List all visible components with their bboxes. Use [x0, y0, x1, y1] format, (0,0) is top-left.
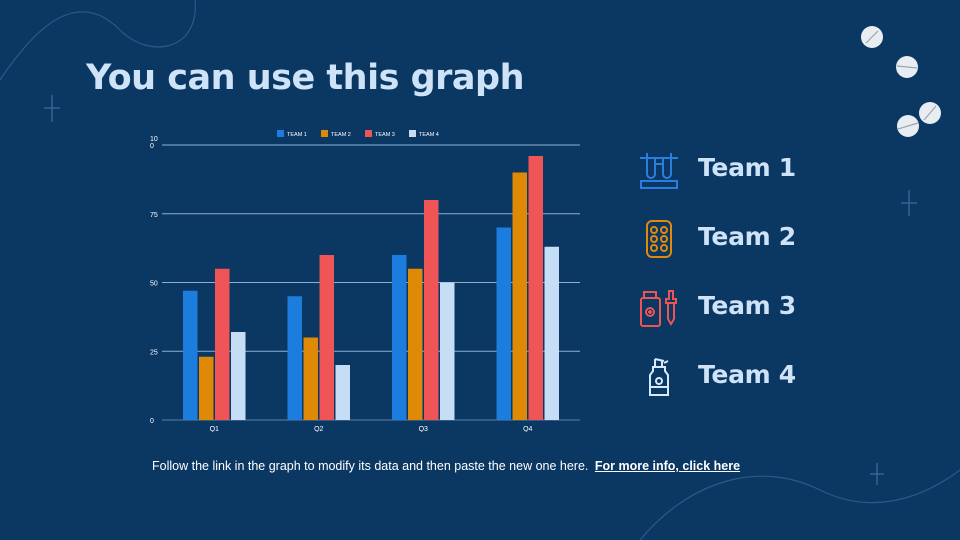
y-tick-label: 10 [150, 136, 158, 143]
medicine-bottle-dropper-icon [640, 290, 677, 327]
y-tick-label: 75 [150, 212, 158, 219]
bar [440, 282, 455, 420]
pill-icon [861, 26, 941, 137]
legend-swatch [321, 130, 328, 137]
y-tick-label: 50 [150, 281, 158, 288]
x-tick-label: Q1 [210, 426, 219, 432]
team-label: Team 1 [698, 153, 796, 182]
team-row-4: Team 4 [638, 355, 938, 399]
bar [544, 246, 559, 420]
y-tick-label: 25 [150, 349, 158, 356]
team-row-1: Team 1 [638, 148, 938, 192]
test-tubes-icon [640, 153, 678, 189]
footer-text: Follow the link in the graph to modify i… [152, 459, 589, 473]
legend-swatch [365, 130, 372, 137]
team-label: Team 3 [698, 291, 796, 320]
bar [319, 255, 334, 420]
legend-label: TEAM 2 [331, 132, 351, 138]
y-tick-label: 0 [150, 418, 154, 425]
footer-note: Follow the link in the graph to modify i… [152, 459, 740, 473]
bar [392, 255, 407, 420]
x-tick-label: Q2 [314, 426, 323, 432]
team-label: Team 2 [698, 222, 796, 251]
bar [424, 200, 439, 420]
decor-cross-left [44, 95, 60, 122]
more-info-link[interactable]: For more info, click here [594, 459, 741, 473]
team-label: Team 4 [698, 360, 796, 389]
bar [215, 268, 230, 420]
decor-cross-bottom [870, 463, 884, 485]
bar [528, 156, 543, 420]
legend-swatch [277, 130, 284, 137]
bar [512, 172, 527, 420]
bar [199, 356, 214, 420]
bar [287, 296, 302, 420]
legend-swatch [409, 130, 416, 137]
bar [335, 365, 350, 420]
slide-title: You can use this graph [86, 58, 524, 98]
decor-cross-right [901, 190, 917, 216]
x-tick-label: Q4 [523, 426, 532, 432]
decor-curve-top [0, 0, 196, 81]
decor-curve-bottom [639, 469, 960, 540]
team-row-3: Team 3 [638, 286, 938, 330]
y-tick-label: 0 [150, 143, 154, 150]
team-row-2: Team 2 [638, 217, 938, 261]
bar [231, 332, 246, 420]
spray-bottle-icon [649, 358, 669, 396]
bar [303, 337, 318, 420]
bar [496, 227, 511, 420]
legend-label: TEAM 4 [419, 132, 439, 138]
pill-blister-icon [646, 220, 672, 258]
bar [408, 268, 423, 420]
bar [183, 290, 198, 420]
legend-label: TEAM 1 [287, 132, 307, 138]
legend-label: TEAM 3 [375, 132, 395, 138]
x-tick-label: Q3 [419, 426, 428, 432]
